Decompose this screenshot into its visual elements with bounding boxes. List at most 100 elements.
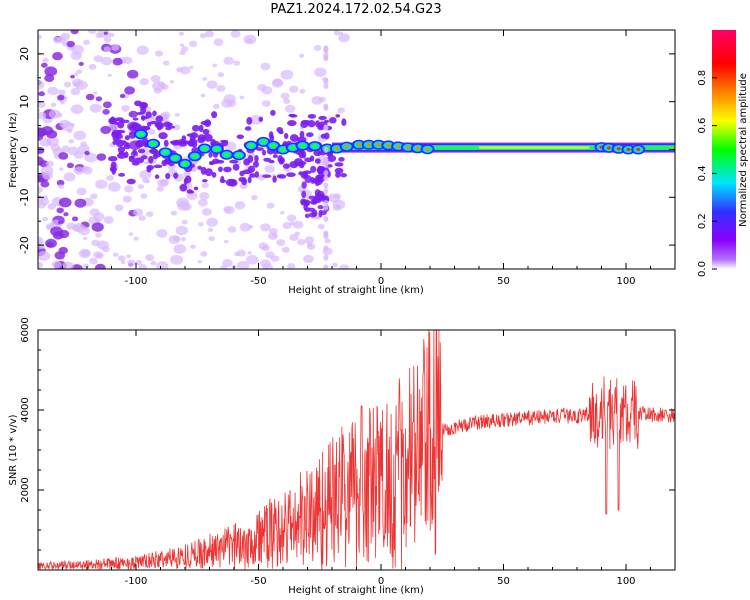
snr-ylabel: SNR (10 * v/v) (8, 414, 19, 485)
spectrogram-noise-blob (89, 257, 98, 265)
spectrogram-hotspot (299, 143, 306, 148)
snr-series-line (37, 329, 676, 571)
spectrogram-ridge-blob (223, 166, 232, 173)
spectrogram-hotspot-peak (425, 147, 430, 151)
spectrogram-noise-blob (169, 80, 174, 84)
spectrogram-noise-blob (73, 130, 87, 141)
spectrogram-noise-blob (62, 261, 74, 269)
spectrogram-noise-blob (67, 146, 80, 156)
spectrogram-noise-blob (70, 30, 79, 35)
spectrogram-noise-blob (76, 69, 83, 74)
colorbar-tick-label: 0.2 (697, 213, 708, 229)
spectrogram-noise-blob (103, 216, 114, 224)
spectrogram-hotspot-peak (636, 148, 641, 151)
spectrogram-noise-blob (147, 128, 156, 135)
spectrogram-noise-blob (323, 156, 329, 163)
spectrogram-noise-blob (261, 100, 271, 107)
spectrogram-ridge-blob (148, 155, 154, 164)
spectrogram-ridge-blob (276, 127, 284, 133)
spectrogram-noise-blob (137, 184, 145, 190)
spectrogram-ridge-blob (108, 155, 118, 162)
spectrogram-noise-blob (135, 259, 142, 266)
spectrogram-noise-blob (58, 152, 69, 160)
spectrogram-hotspot (223, 152, 230, 157)
spectrogram-noise-blob (68, 139, 75, 144)
spectrogram-hotspot-peak (366, 143, 371, 147)
spectrogram-cells (38, 30, 675, 269)
spectrogram-ridge-blob (309, 155, 315, 162)
spectrogram-ridge-blob (247, 176, 252, 184)
spectrogram-noise-blob (38, 236, 44, 245)
spectrogram-noise-blob (40, 180, 50, 188)
spectrogram-ridge-blob (217, 166, 223, 173)
spectrogram-ridge-blob (307, 120, 316, 128)
spectrogram-noise-blob (216, 84, 226, 92)
spectrogram-noise-blob (243, 34, 257, 45)
spectrogram-ridge-blob (204, 168, 213, 177)
spectrogram-noise-blob (38, 261, 44, 269)
spectrogram-ridge-blob (132, 117, 139, 121)
spectrogram-ridge-blob (229, 159, 239, 164)
spectrogram-ridge-blob (341, 118, 347, 127)
spectrogram-noise-blob (323, 83, 329, 90)
spectrogram-ridge-blob (118, 172, 126, 177)
spectrogram-ridge-blob (314, 158, 321, 164)
spectrogram-ridge-blob (154, 174, 160, 180)
spectrogram-noise-blob (170, 254, 184, 265)
spectrogram-ridge-blob (156, 123, 162, 131)
spectrogram-ridge-blob (128, 131, 136, 139)
spectrogram-noise-blob (201, 208, 212, 216)
spectrogram-noise-blob (38, 91, 45, 97)
spectrogram-noise-blob (44, 66, 58, 77)
spectrogram-hotspot-peak (415, 146, 420, 150)
spectrogram-ridge-blob (136, 111, 144, 115)
spectrogram-hotspot (150, 141, 157, 146)
spectrogram-ridge-blob (317, 204, 324, 210)
spectrogram-noise-blob (60, 100, 65, 105)
spectrogram-noise-blob (303, 254, 314, 264)
spectrogram-noise-blob (42, 57, 49, 63)
spectrogram-noise-blob (323, 182, 329, 189)
spectrogram-noise-blob (163, 60, 170, 66)
spectrogram-ridge-blob (111, 167, 116, 175)
spectrogram-noise-blob (266, 202, 275, 209)
colorbar-tick-label: 0.8 (697, 70, 708, 86)
spectrogram-noise-blob (70, 87, 81, 96)
spectrogram-noise-blob (66, 162, 74, 169)
spectrogram-noise-blob (70, 74, 75, 79)
spectrogram-noise-blob (117, 255, 126, 262)
spectrogram-ridge-blob (158, 132, 168, 140)
spectrogram-noise-blob (38, 146, 45, 154)
spectrogram-ytick-label: 0 (18, 146, 31, 153)
spectrogram-hotspot-peak (334, 147, 339, 151)
spectrogram-ridge-blob (140, 155, 148, 160)
spectrogram-ridge-blob (128, 155, 135, 159)
spectrogram-ytick-label: -20 (18, 236, 31, 254)
colorbar: 0.0 0.2 0.4 0.6 0.8 Normalized spectral ampl… (697, 30, 749, 277)
spectrogram-xtick-label: -100 (125, 276, 148, 287)
spectrogram-noise-blob (102, 109, 110, 115)
spectrogram-noise-blob (287, 263, 296, 269)
spectrogram-noise-blob (47, 203, 57, 210)
spectrogram-noise-blob (323, 204, 329, 211)
spectrogram-ridge-blob (244, 126, 252, 131)
spectrogram-ridge-blob (232, 163, 240, 171)
spectrogram-noise-blob (95, 32, 103, 39)
spectrogram-noise-blob (123, 185, 134, 193)
snr-ytick-label: 4000 (20, 397, 31, 422)
spectrogram-hotspot-peak (616, 147, 621, 151)
spectrogram-noise-blob (239, 95, 245, 100)
spectrogram-noise-blob (332, 262, 338, 268)
spectrogram-ridge-blob (146, 121, 152, 127)
spectrogram-noise-blob (212, 63, 218, 68)
spectrogram-noise-blob (126, 69, 139, 79)
spectrogram-hotspot (137, 132, 144, 137)
spectrogram-ridge-blob (220, 175, 225, 184)
snr-panel: -100 -50 0 50 100 2000 4000 6000 Height of stra… (8, 317, 676, 596)
spectrogram-noise-blob (315, 216, 321, 220)
spectrogram-noise-blob (38, 34, 42, 40)
spectrogram-noise-blob (191, 168, 197, 173)
spectrogram-noise-blob (70, 104, 84, 115)
